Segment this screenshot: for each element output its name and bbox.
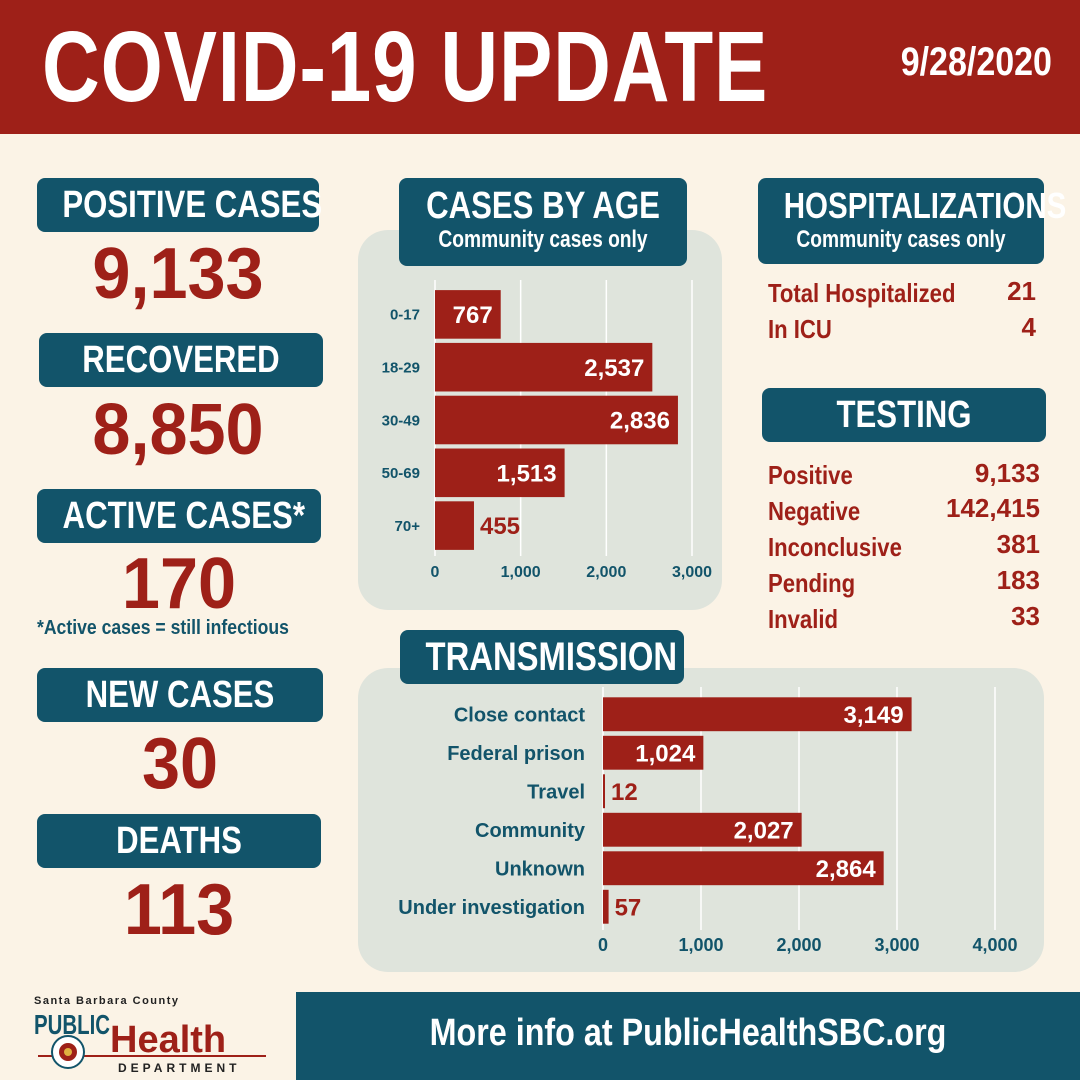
testing-pending-value: 183 [996, 565, 1040, 595]
hospitalized-label: Total Hospitalized [768, 278, 956, 308]
testing-positive-value: 9,133 [974, 458, 1040, 488]
bar [435, 290, 501, 339]
transmission-header: TRANSMISSION [400, 630, 684, 684]
testing-header: TESTING [762, 388, 1046, 442]
data-label: 2,537 [584, 355, 644, 382]
bar [603, 697, 912, 732]
age-chart: 0 1,000 2,000 3,000 0-17 767 18-29 2,537 30-49 2,… [382, 280, 712, 581]
bar [435, 448, 565, 498]
bar [435, 342, 653, 392]
data-label: 2,836 [610, 408, 670, 435]
footer: Santa Barbara County PUBLIC Health DEPAR… [0, 992, 1080, 1080]
category-label: 50-69 [382, 465, 420, 482]
new-cases-label: NEW CASES [37, 668, 323, 722]
svg-text:Health: Health [110, 1019, 226, 1061]
public-health-logo: Santa Barbara County PUBLIC Health DEPAR… [0, 992, 296, 1080]
testing-invalid-value: 33 [1011, 601, 1040, 631]
x-tick-label: 0 [598, 935, 608, 955]
hospitalizations-subtitle: Community cases only [796, 226, 1006, 253]
bar [435, 395, 678, 445]
recovered-label: RECOVERED [39, 333, 323, 387]
active-cases-note: *Active cases = still infectious [37, 617, 289, 639]
testing-inconclusive-value: 381 [996, 529, 1040, 559]
x-tick-label: 2,000 [586, 564, 626, 581]
category-label: Unknown [495, 858, 585, 880]
icu-value: 4 [1021, 312, 1036, 342]
x-tick-label: 1,000 [678, 935, 723, 955]
more-info-link[interactable]: More info at PublicHealthSBC.org [429, 1012, 947, 1054]
data-label: 767 [453, 302, 493, 329]
category-label: Travel [527, 781, 585, 803]
x-tick-label: 4,000 [972, 935, 1017, 955]
bar [603, 889, 609, 924]
positive-cases-value: 9,133 [92, 234, 264, 314]
data-label: 2,864 [816, 856, 877, 883]
age-chart-header: CASES BY AGE Community cases only [399, 178, 687, 266]
testing-negative-label: Negative [768, 496, 861, 526]
x-tick-label: 1,000 [501, 564, 541, 581]
active-cases-value: 170 [121, 544, 237, 624]
x-tick-label: 2,000 [776, 935, 821, 955]
category-label: 0-17 [390, 307, 420, 324]
category-label: 70+ [395, 518, 421, 535]
testing-pending-label: Pending [768, 568, 856, 598]
bar [603, 851, 884, 886]
positive-cases-label: POSITIVE CASES [37, 178, 322, 232]
svg-text:Santa Barbara County: Santa Barbara County [34, 995, 180, 1007]
bar [603, 774, 605, 809]
svg-text:PUBLIC: PUBLIC [34, 1009, 110, 1040]
active-cases-label: ACTIVE CASES* [37, 489, 321, 543]
testing-title: TESTING [836, 394, 972, 436]
hospitalized-value: 21 [1007, 276, 1036, 306]
public-health-logo-graphic: Santa Barbara County PUBLIC Health DEPAR… [34, 995, 266, 1075]
category-label: 18-29 [382, 359, 420, 376]
data-label: 3,149 [844, 702, 904, 729]
x-tick-label: 0 [431, 564, 440, 581]
data-label: 1,513 [497, 460, 557, 487]
page-title: COVID-19 UPDATE [42, 11, 769, 123]
data-label: 57 [615, 894, 642, 921]
data-label: 12 [611, 779, 638, 806]
category-label: Community [475, 820, 586, 842]
bar [435, 501, 474, 550]
header-banner: COVID-19 UPDATE 9/28/2020 [0, 0, 1080, 134]
testing-negative-value: 142,415 [946, 493, 1040, 523]
update-date: 9/28/2020 [900, 40, 1052, 84]
data-label: 455 [480, 513, 520, 540]
data-label: 1,024 [635, 740, 696, 767]
deaths-label: DEATHS [37, 814, 321, 868]
category-label: Under investigation [398, 897, 585, 919]
new-cases-value: 30 [141, 724, 219, 804]
age-chart-title: CASES BY AGE [426, 185, 660, 227]
deaths-value: 113 [123, 870, 235, 950]
bar [603, 735, 704, 770]
transmission-chart: 0 1,000 2,000 3,000 4,000 Close contact 3,149 F… [398, 687, 1018, 955]
testing-invalid-label: Invalid [768, 604, 839, 634]
hospitalizations-header: HOSPITALIZATIONS Community cases only [758, 178, 1067, 264]
transmission-title: TRANSMISSION [425, 635, 678, 679]
icu-label: In ICU [768, 314, 832, 344]
data-label: 2,027 [734, 817, 794, 844]
hospitalizations-title: HOSPITALIZATIONS [783, 185, 1067, 226]
age-chart-subtitle: Community cases only [438, 226, 648, 253]
x-tick-label: 3,000 [672, 564, 712, 581]
svg-text:DEPARTMENT: DEPARTMENT [118, 1061, 240, 1075]
bar [603, 812, 802, 847]
footer-bar: More info at PublicHealthSBC.org [296, 992, 1080, 1080]
category-label: 30-49 [382, 412, 420, 429]
category-label: Close contact [454, 704, 585, 726]
testing-inconclusive-label: Inconclusive [768, 532, 902, 562]
testing-positive-label: Positive [768, 460, 853, 490]
x-tick-label: 3,000 [874, 935, 919, 955]
category-label: Federal prison [447, 743, 585, 765]
recovered-value: 8,850 [92, 390, 264, 470]
